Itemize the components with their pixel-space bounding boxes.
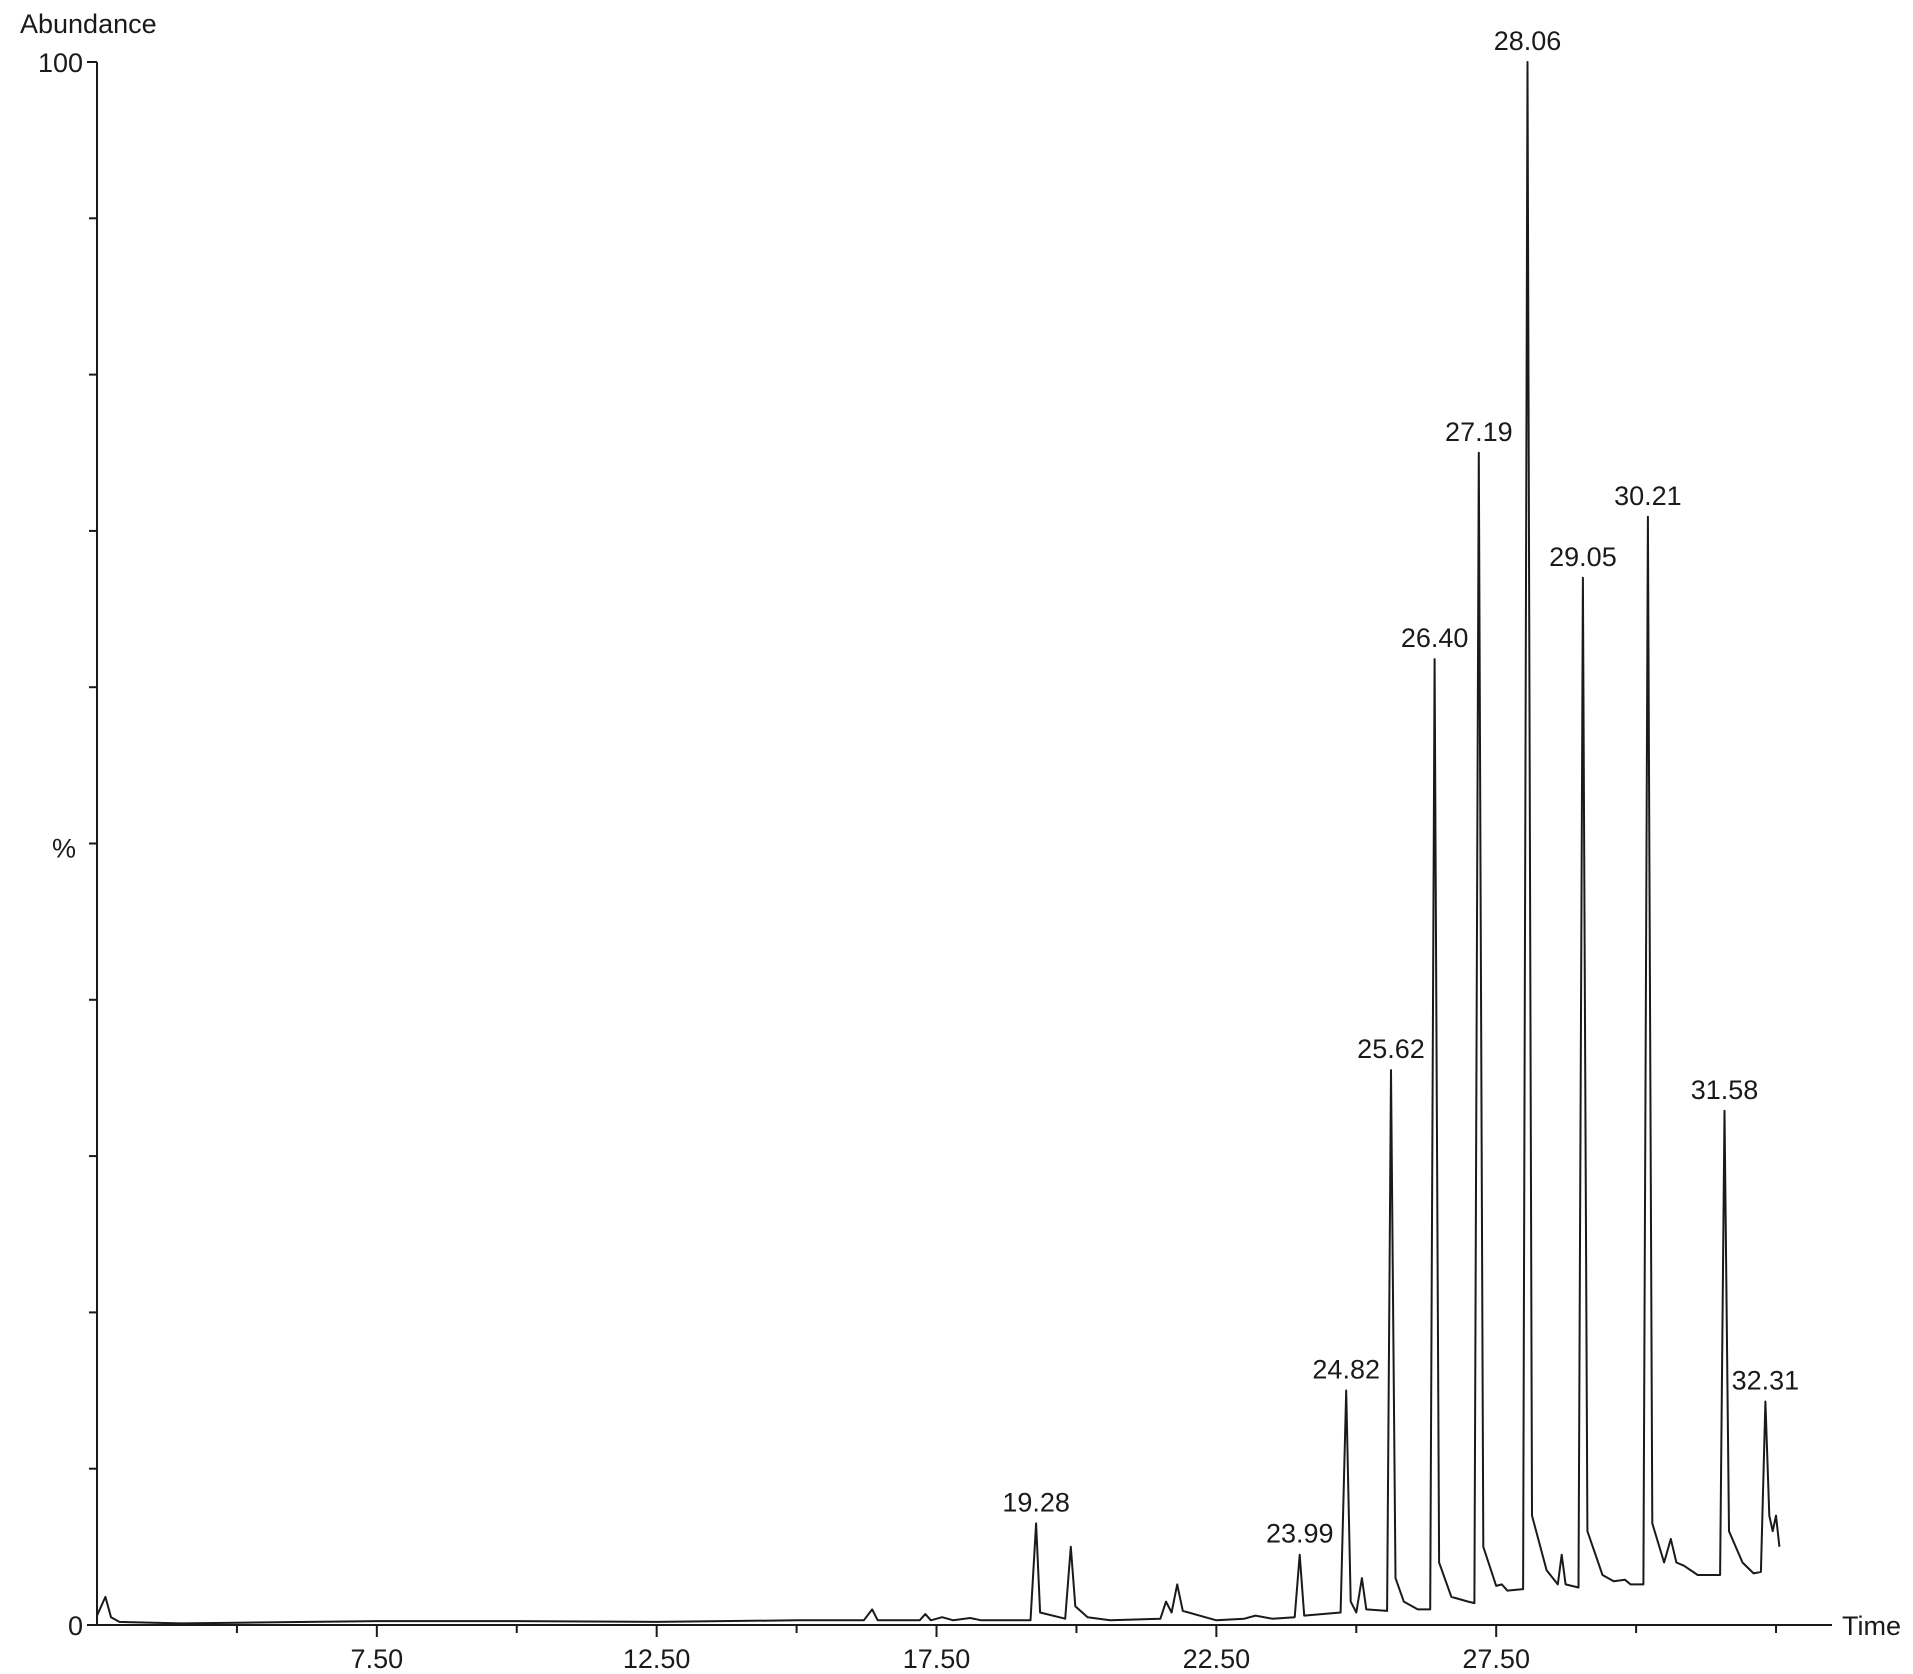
x-axis: Time 7.50 12.50 17.50 22.50 27.50 bbox=[97, 1611, 1901, 1674]
x-ticks: 7.50 12.50 17.50 22.50 27.50 bbox=[235, 1625, 1778, 1674]
x-tick-label: 12.50 bbox=[623, 1644, 691, 1674]
peak-label: 32.31 bbox=[1732, 1365, 1800, 1395]
peak-label: 24.82 bbox=[1312, 1355, 1380, 1385]
x-tick-label: 22.50 bbox=[1183, 1644, 1251, 1674]
y-tick-label: 0 bbox=[68, 1611, 83, 1641]
peak-label: 19.28 bbox=[1002, 1487, 1070, 1517]
peak-label: 26.40 bbox=[1401, 623, 1469, 653]
peak-label: 28.06 bbox=[1494, 26, 1562, 56]
y-ticks: 100 0 bbox=[38, 48, 97, 1641]
peak-label: 23.99 bbox=[1266, 1519, 1334, 1549]
y-axis-unit: % bbox=[52, 834, 76, 864]
x-tick-label: 17.50 bbox=[903, 1644, 971, 1674]
peak-label: 25.62 bbox=[1357, 1034, 1425, 1064]
series-line bbox=[96, 61, 1781, 1625]
peak-labels: 19.28 23.99 24.82 25.62 26.40 27.19 28.06 29.05… bbox=[1002, 26, 1799, 1549]
peak-label: 30.21 bbox=[1614, 481, 1682, 511]
peak-label: 31.58 bbox=[1691, 1075, 1759, 1105]
y-axis-title: Abundance bbox=[20, 9, 157, 39]
x-axis-title: Time bbox=[1842, 1611, 1901, 1641]
peak-label: 29.05 bbox=[1549, 542, 1617, 572]
peak-label: 27.19 bbox=[1445, 417, 1513, 447]
plot-area: 19.28 23.99 24.82 25.62 26.40 27.19 28.06 29.05… bbox=[96, 26, 1799, 1625]
y-axis: Abundance % 100 0 bbox=[20, 9, 157, 1641]
x-tick-label: 7.50 bbox=[351, 1644, 404, 1674]
x-tick-label: 27.50 bbox=[1462, 1644, 1530, 1674]
y-tick-label: 100 bbox=[38, 48, 83, 78]
